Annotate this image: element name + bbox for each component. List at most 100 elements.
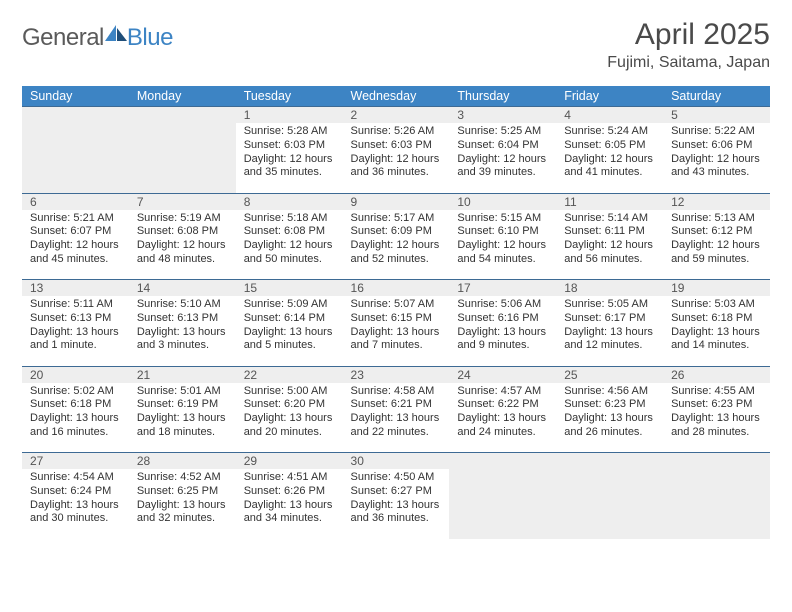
sunset-line: Sunset: 6:16 PM xyxy=(457,312,548,326)
day-detail-cell: Sunrise: 5:07 AMSunset: 6:15 PMDaylight:… xyxy=(343,296,450,366)
sunset-line: Sunset: 6:23 PM xyxy=(671,398,762,412)
day-number-cell: 22 xyxy=(236,366,343,383)
daylight-line: Daylight: 13 hours and 16 minutes. xyxy=(30,412,121,440)
day-number-cell: 26 xyxy=(663,366,770,383)
day-detail-cell: Sunrise: 5:10 AMSunset: 6:13 PMDaylight:… xyxy=(129,296,236,366)
sunset-line: Sunset: 6:03 PM xyxy=(351,139,442,153)
daylight-line: Daylight: 13 hours and 34 minutes. xyxy=(244,499,335,527)
sunrise-line: Sunrise: 5:01 AM xyxy=(137,385,228,399)
day-number-cell: 24 xyxy=(449,366,556,383)
day-number-cell: 20 xyxy=(22,366,129,383)
daylight-line: Daylight: 13 hours and 30 minutes. xyxy=(30,499,121,527)
sunrise-line: Sunrise: 5:14 AM xyxy=(564,212,655,226)
daylight-line: Daylight: 12 hours and 45 minutes. xyxy=(30,239,121,267)
day-detail-cell: Sunrise: 4:52 AMSunset: 6:25 PMDaylight:… xyxy=(129,469,236,539)
day-detail-row: Sunrise: 5:02 AMSunset: 6:18 PMDaylight:… xyxy=(22,383,770,453)
day-number-cell: 14 xyxy=(129,280,236,297)
daylight-line: Daylight: 13 hours and 28 minutes. xyxy=(671,412,762,440)
sunrise-line: Sunrise: 5:15 AM xyxy=(457,212,548,226)
sunset-line: Sunset: 6:06 PM xyxy=(671,139,762,153)
daylight-line: Daylight: 13 hours and 3 minutes. xyxy=(137,326,228,354)
daylight-line: Daylight: 13 hours and 20 minutes. xyxy=(244,412,335,440)
day-detail-row: Sunrise: 5:21 AMSunset: 6:07 PMDaylight:… xyxy=(22,210,770,280)
weekday-header: Wednesday xyxy=(343,86,450,107)
sunrise-line: Sunrise: 5:10 AM xyxy=(137,298,228,312)
sunrise-line: Sunrise: 5:22 AM xyxy=(671,125,762,139)
day-detail-cell: Sunrise: 5:28 AMSunset: 6:03 PMDaylight:… xyxy=(236,123,343,193)
sunset-line: Sunset: 6:04 PM xyxy=(457,139,548,153)
sunset-line: Sunset: 6:12 PM xyxy=(671,225,762,239)
daylight-line: Daylight: 12 hours and 50 minutes. xyxy=(244,239,335,267)
sunrise-line: Sunrise: 4:52 AM xyxy=(137,471,228,485)
daylight-line: Daylight: 12 hours and 43 minutes. xyxy=(671,153,762,181)
sunrise-line: Sunrise: 5:17 AM xyxy=(351,212,442,226)
sunset-line: Sunset: 6:27 PM xyxy=(351,485,442,499)
sunrise-line: Sunrise: 5:21 AM xyxy=(30,212,121,226)
day-detail-cell: Sunrise: 5:24 AMSunset: 6:05 PMDaylight:… xyxy=(556,123,663,193)
sunrise-line: Sunrise: 5:07 AM xyxy=(351,298,442,312)
daylight-line: Daylight: 12 hours and 52 minutes. xyxy=(351,239,442,267)
weekday-header: Monday xyxy=(129,86,236,107)
day-number-cell: 4 xyxy=(556,107,663,124)
sunset-line: Sunset: 6:07 PM xyxy=(30,225,121,239)
brand-logo: General Blue xyxy=(22,24,173,52)
empty-cell xyxy=(129,123,236,193)
sunset-line: Sunset: 6:21 PM xyxy=(351,398,442,412)
day-detail-cell: Sunrise: 5:18 AMSunset: 6:08 PMDaylight:… xyxy=(236,210,343,280)
day-number-cell: 17 xyxy=(449,280,556,297)
day-number-cell: 8 xyxy=(236,193,343,210)
day-number-cell: 6 xyxy=(22,193,129,210)
location-subtitle: Fujimi, Saitama, Japan xyxy=(607,54,770,72)
daylight-line: Daylight: 12 hours and 36 minutes. xyxy=(351,153,442,181)
day-number-cell: 21 xyxy=(129,366,236,383)
sunset-line: Sunset: 6:10 PM xyxy=(457,225,548,239)
day-detail-cell: Sunrise: 5:25 AMSunset: 6:04 PMDaylight:… xyxy=(449,123,556,193)
sunrise-line: Sunrise: 4:57 AM xyxy=(457,385,548,399)
sunrise-line: Sunrise: 4:50 AM xyxy=(351,471,442,485)
day-detail-cell: Sunrise: 5:15 AMSunset: 6:10 PMDaylight:… xyxy=(449,210,556,280)
day-detail-cell: Sunrise: 5:00 AMSunset: 6:20 PMDaylight:… xyxy=(236,383,343,453)
page-header: General Blue April 2025 Fujimi, Saitama,… xyxy=(22,18,770,72)
sunset-line: Sunset: 6:05 PM xyxy=(564,139,655,153)
day-number-cell: 23 xyxy=(343,366,450,383)
day-detail-cell: Sunrise: 5:09 AMSunset: 6:14 PMDaylight:… xyxy=(236,296,343,366)
sunset-line: Sunset: 6:19 PM xyxy=(137,398,228,412)
day-number-row: 13141516171819 xyxy=(22,280,770,297)
sunrise-line: Sunrise: 5:03 AM xyxy=(671,298,762,312)
brand-sail-icon xyxy=(105,25,127,43)
empty-cell xyxy=(449,469,556,539)
sunrise-line: Sunrise: 4:54 AM xyxy=(30,471,121,485)
sunset-line: Sunset: 6:24 PM xyxy=(30,485,121,499)
day-number-cell: 12 xyxy=(663,193,770,210)
day-number-cell: 1 xyxy=(236,107,343,124)
day-detail-cell: Sunrise: 5:22 AMSunset: 6:06 PMDaylight:… xyxy=(663,123,770,193)
weekday-header-row: Sunday Monday Tuesday Wednesday Thursday… xyxy=(22,86,770,107)
sunrise-line: Sunrise: 5:24 AM xyxy=(564,125,655,139)
sunset-line: Sunset: 6:13 PM xyxy=(30,312,121,326)
day-detail-cell: Sunrise: 5:05 AMSunset: 6:17 PMDaylight:… xyxy=(556,296,663,366)
sunrise-line: Sunrise: 5:19 AM xyxy=(137,212,228,226)
day-number-cell: 25 xyxy=(556,366,663,383)
day-detail-cell: Sunrise: 4:51 AMSunset: 6:26 PMDaylight:… xyxy=(236,469,343,539)
daylight-line: Daylight: 13 hours and 9 minutes. xyxy=(457,326,548,354)
calendar-table: Sunday Monday Tuesday Wednesday Thursday… xyxy=(22,86,770,539)
day-detail-cell: Sunrise: 4:56 AMSunset: 6:23 PMDaylight:… xyxy=(556,383,663,453)
sunset-line: Sunset: 6:08 PM xyxy=(137,225,228,239)
sunrise-line: Sunrise: 5:00 AM xyxy=(244,385,335,399)
day-number-cell: 16 xyxy=(343,280,450,297)
daylight-line: Daylight: 12 hours and 41 minutes. xyxy=(564,153,655,181)
sunset-line: Sunset: 6:15 PM xyxy=(351,312,442,326)
sunset-line: Sunset: 6:26 PM xyxy=(244,485,335,499)
sunrise-line: Sunrise: 5:05 AM xyxy=(564,298,655,312)
calendar-body: 1 23 45 Sunrise: 5:28 AMSunset: 6:03 PMDayl… xyxy=(22,107,770,540)
day-number-cell: 10 xyxy=(449,193,556,210)
day-detail-cell: Sunrise: 5:02 AMSunset: 6:18 PMDaylight:… xyxy=(22,383,129,453)
sunset-line: Sunset: 6:09 PM xyxy=(351,225,442,239)
daylight-line: Daylight: 13 hours and 14 minutes. xyxy=(671,326,762,354)
empty-cell xyxy=(556,453,663,470)
sunset-line: Sunset: 6:18 PM xyxy=(30,398,121,412)
day-number-row: 20212223242526 xyxy=(22,366,770,383)
day-number-cell: 5 xyxy=(663,107,770,124)
weekday-header: Saturday xyxy=(663,86,770,107)
day-detail-row: Sunrise: 5:11 AMSunset: 6:13 PMDaylight:… xyxy=(22,296,770,366)
